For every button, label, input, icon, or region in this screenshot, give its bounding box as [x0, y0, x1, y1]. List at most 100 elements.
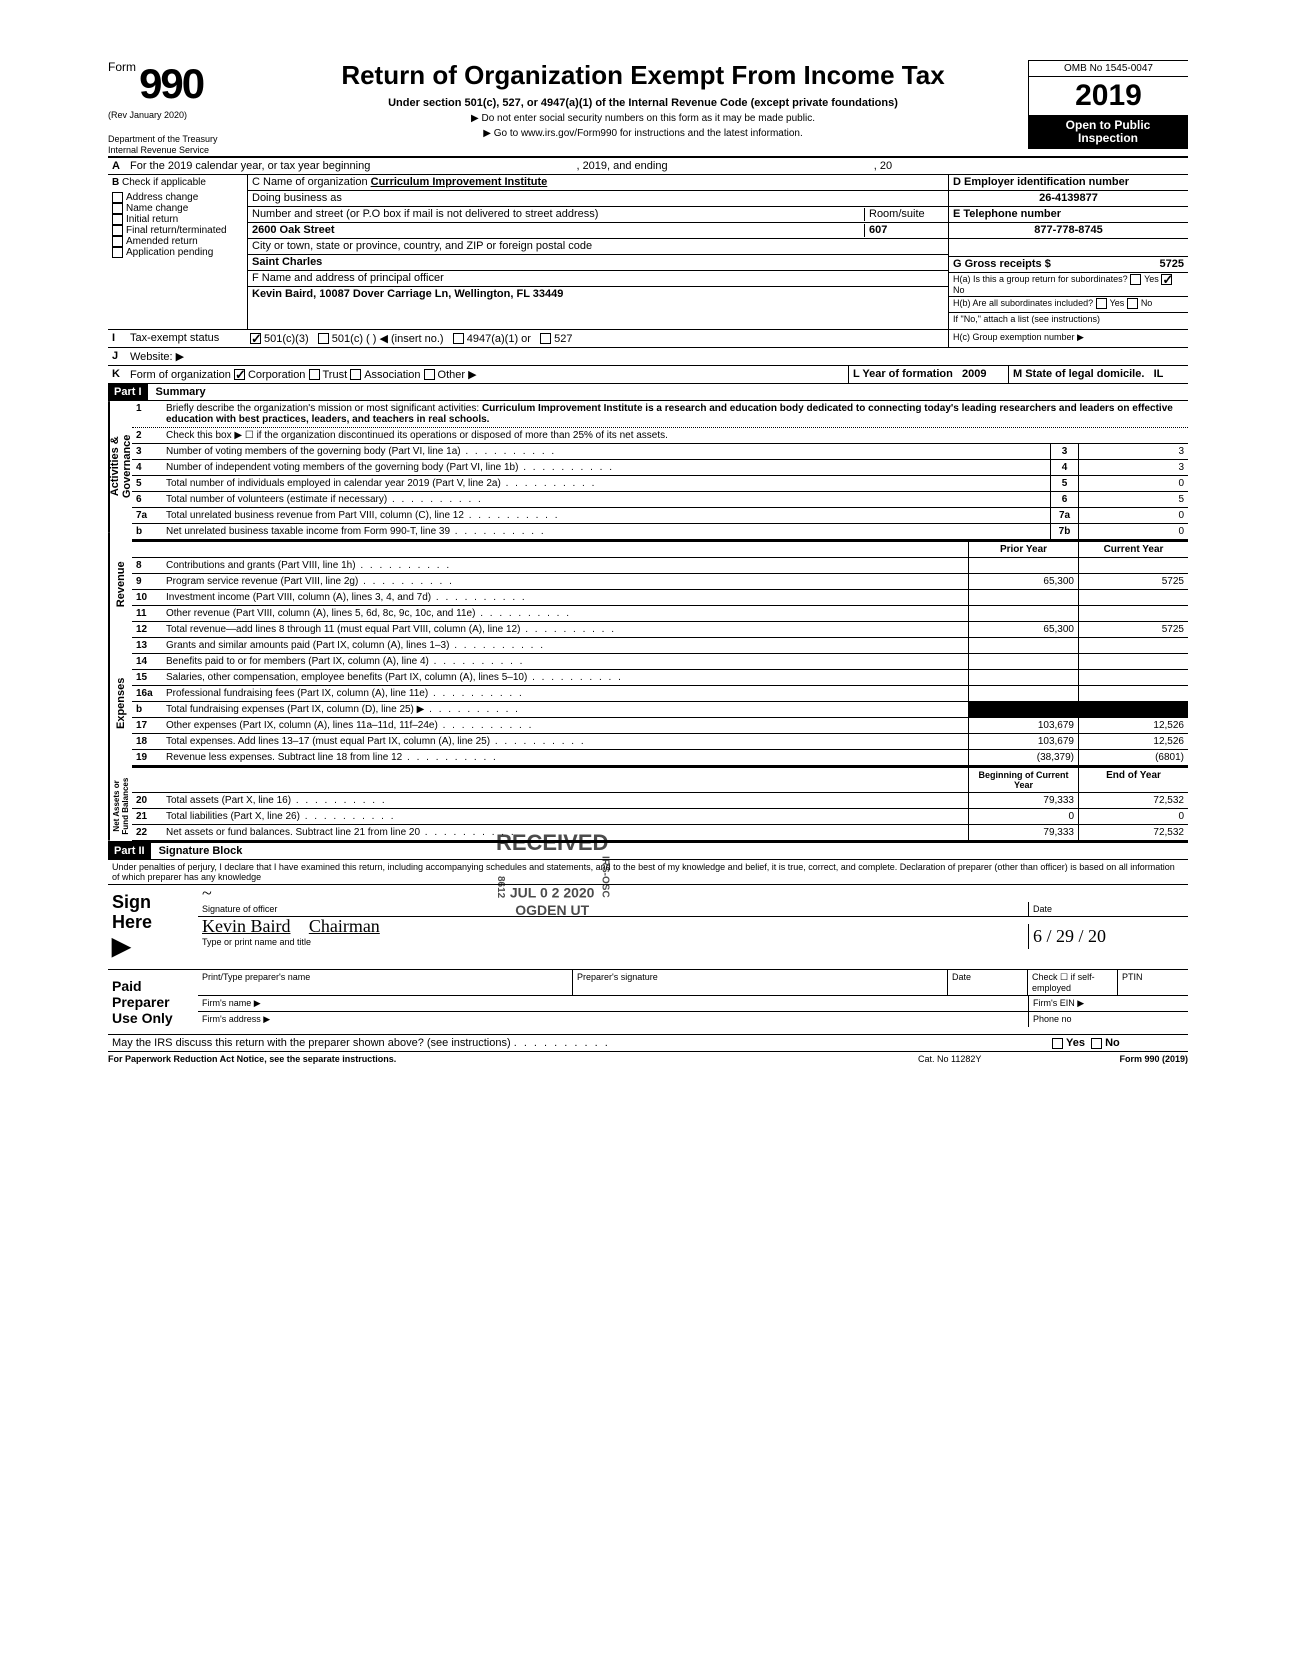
line-j: J Website: ▶: [108, 348, 1188, 366]
row-box: 3: [1050, 444, 1078, 459]
part1-title: Summary: [148, 386, 206, 398]
c-label: C Name of organization: [252, 176, 368, 188]
row-desc: Total liabilities (Part X, line 26): [162, 809, 968, 824]
line-k: K Form of organization Corporation Trust…: [108, 366, 1188, 384]
part1-header-row: Part I Summary: [108, 384, 1188, 401]
e-label: E Telephone number: [949, 207, 1188, 223]
sig-officer-label: Signature of officer: [202, 904, 1024, 914]
current-val: [1078, 670, 1188, 685]
phone-no-label: Phone no: [1028, 1012, 1188, 1027]
row-desc: Total expenses. Add lines 13–17 (must eq…: [162, 734, 968, 749]
opt-name: Name change: [126, 203, 188, 214]
row-val: 0: [1078, 524, 1188, 539]
cb-527[interactable]: [540, 333, 551, 344]
preparer-date-label: Date: [948, 970, 1028, 995]
form-990: Form 990 (Rev January 2020) Department o…: [108, 60, 1188, 1064]
current-val: 5725: [1078, 574, 1188, 589]
cat-no: Cat. No 11282Y: [918, 1054, 1068, 1064]
year-formation: 2009: [962, 368, 986, 380]
col-c-f: C Name of organization Curriculum Improv…: [248, 175, 948, 329]
table-row: 3 Number of voting members of the govern…: [132, 444, 1188, 460]
cb-corp[interactable]: [234, 369, 245, 380]
cb-initial[interactable]: [112, 214, 123, 225]
hdr-prior: Prior Year: [968, 542, 1078, 557]
table-row: 4 Number of independent voting members o…: [132, 460, 1188, 476]
hb-note: If "No," attach a list (see instructions…: [949, 313, 1188, 329]
cb-pending[interactable]: [112, 247, 123, 258]
row-box: 6: [1050, 492, 1078, 507]
opt-corp: Corporation: [248, 369, 305, 381]
table-row: 18 Total expenses. Add lines 13–17 (must…: [132, 734, 1188, 750]
table-row: b Net unrelated business taxable income …: [132, 524, 1188, 540]
section-b-h: B Check if applicable Address change Nam…: [108, 175, 1188, 330]
prior-val: [968, 686, 1078, 701]
table-row: 8 Contributions and grants (Part VIII, l…: [132, 558, 1188, 574]
signer-title: Chairman: [309, 916, 380, 936]
g-label: G Gross receipts $: [953, 258, 1051, 270]
current-val: 72,532: [1078, 793, 1188, 808]
opt-4947: 4947(a)(1) or: [467, 333, 531, 345]
table-row: 20 Total assets (Part X, line 16) 79,333…: [132, 793, 1188, 809]
row-desc: Salaries, other compensation, employee b…: [162, 670, 968, 685]
prior-val: [968, 702, 1078, 717]
row-desc: Total revenue—add lines 8 through 11 (mu…: [162, 622, 968, 637]
cb-trust[interactable]: [309, 369, 320, 380]
ptin-label: PTIN: [1118, 970, 1188, 995]
dept-line2: Internal Revenue Service: [108, 145, 250, 156]
row-num: 3: [132, 444, 162, 459]
form-header: Form 990 (Rev January 2020) Department o…: [108, 60, 1188, 158]
cb-discuss-no[interactable]: [1091, 1038, 1102, 1049]
table-row: b Total fundraising expenses (Part IX, c…: [132, 702, 1188, 718]
cb-hb-no[interactable]: [1127, 298, 1138, 309]
vert-labels: Activities & Governance Revenue Expenses…: [108, 401, 132, 841]
dba-label: Doing business as: [252, 192, 342, 204]
cb-amended[interactable]: [112, 236, 123, 247]
opt-address: Address change: [126, 192, 198, 203]
row-box: 5: [1050, 476, 1078, 491]
line-a: A For the 2019 calendar year, or tax yea…: [108, 158, 1188, 175]
row-desc: Total assets (Part X, line 16): [162, 793, 968, 808]
row-num: 4: [132, 460, 162, 475]
row-num: 17: [132, 718, 162, 733]
paperwork-notice: For Paperwork Reduction Act Notice, see …: [108, 1054, 918, 1064]
current-val: [1078, 702, 1188, 717]
prior-val: [968, 654, 1078, 669]
cb-name-change[interactable]: [112, 203, 123, 214]
row-desc: Revenue less expenses. Subtract line 18 …: [162, 750, 968, 765]
prior-val: 79,333: [968, 825, 1078, 840]
firm-addr-label: Firm's address ▶: [198, 1012, 1028, 1027]
opt-trust: Trust: [323, 369, 348, 381]
table-row: 16a Professional fundraising fees (Part …: [132, 686, 1188, 702]
dept-treasury: Department of the Treasury Internal Reve…: [108, 134, 250, 156]
cb-4947[interactable]: [453, 333, 464, 344]
opt-pending: Application pending: [126, 247, 213, 258]
current-val: [1078, 606, 1188, 621]
cb-assoc[interactable]: [350, 369, 361, 380]
form-title: Return of Organization Exempt From Incom…: [266, 60, 1020, 91]
row-num: 21: [132, 809, 162, 824]
cb-ha-no[interactable]: [1161, 274, 1172, 285]
row-desc: Total number of individuals employed in …: [162, 476, 1050, 491]
cb-discuss-yes[interactable]: [1052, 1038, 1063, 1049]
row-num: 18: [132, 734, 162, 749]
tax-year: 2019: [1028, 77, 1188, 115]
cb-501c[interactable]: [318, 333, 329, 344]
current-val: 72,532: [1078, 825, 1188, 840]
row-num: 22: [132, 825, 162, 840]
table-row: 10 Investment income (Part VIII, column …: [132, 590, 1188, 606]
form-footer: Form 990 (2019): [1068, 1054, 1188, 1064]
row-num: 8: [132, 558, 162, 573]
row-desc: Total number of volunteers (estimate if …: [162, 492, 1050, 507]
cb-final[interactable]: [112, 225, 123, 236]
discuss-row: May the IRS discuss this return with the…: [108, 1035, 1188, 1052]
cb-501c3[interactable]: [250, 333, 261, 344]
prior-val: 103,679: [968, 734, 1078, 749]
form-number: 990: [139, 60, 203, 107]
state-domicile: IL: [1154, 368, 1164, 380]
cb-other[interactable]: [424, 369, 435, 380]
vert-revenue: Revenue: [108, 532, 132, 636]
preparer-name-label: Print/Type preparer's name: [198, 970, 573, 995]
cb-ha-yes[interactable]: [1130, 274, 1141, 285]
cb-hb-yes[interactable]: [1096, 298, 1107, 309]
cb-address-change[interactable]: [112, 192, 123, 203]
